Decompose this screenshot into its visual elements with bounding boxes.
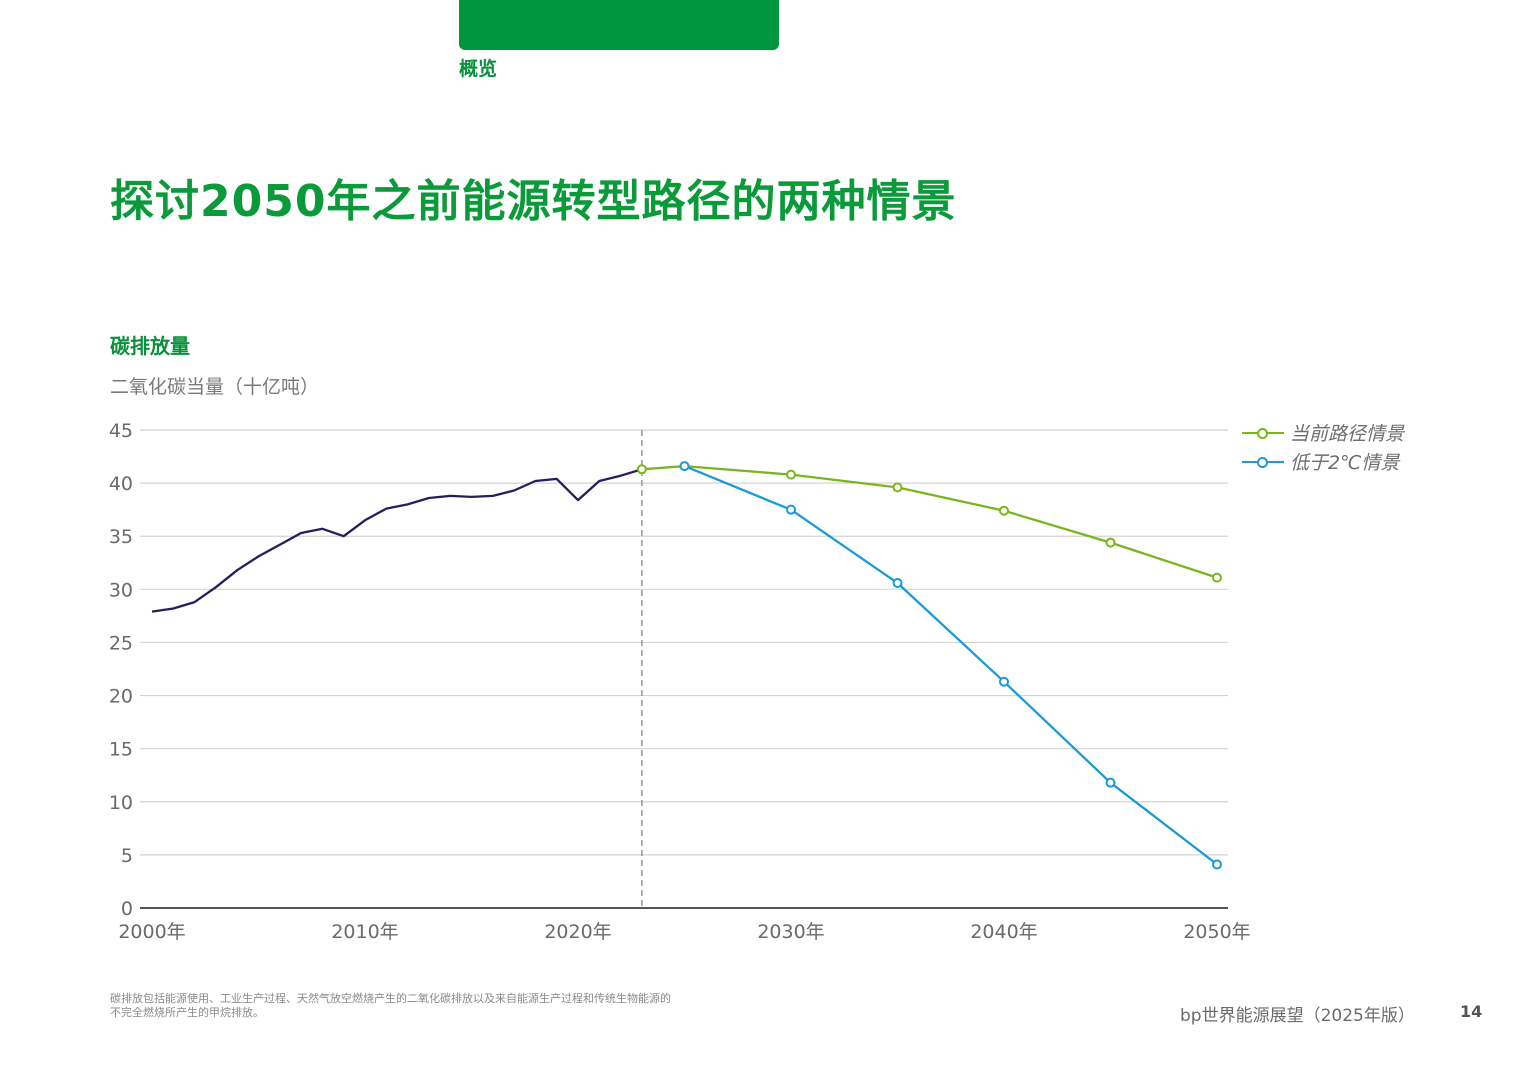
svg-text:40: 40 (109, 473, 133, 495)
legend-swatch-green (1242, 426, 1284, 440)
section-tab-bar (459, 0, 779, 50)
legend-item-below-2c: 低于2℃情景 (1242, 447, 1404, 476)
footnote-line-2: 不完全燃烧所产生的甲烷排放。 (110, 1006, 264, 1019)
y-axis-ticks: 0 5 10 15 20 25 30 35 40 45 (109, 420, 133, 920)
legend-label: 当前路径情景 (1290, 423, 1405, 445)
chart-gridlines (140, 429, 1228, 909)
svg-text:2000年: 2000年 (118, 921, 185, 943)
chart-legend: 当前路径情景 低于2℃情景 (1242, 418, 1404, 476)
chart-subtitle: 二氧化碳当量（十亿吨） (110, 376, 320, 398)
section-label: 概览 (459, 58, 498, 80)
svg-text:2040年: 2040年 (970, 921, 1037, 943)
svg-text:0: 0 (121, 898, 133, 920)
svg-text:15: 15 (109, 739, 133, 761)
svg-text:30: 30 (109, 579, 133, 601)
svg-text:2030年: 2030年 (757, 921, 824, 943)
svg-text:2020年: 2020年 (544, 921, 611, 943)
chart-title: 碳排放量 (110, 334, 190, 358)
svg-text:20: 20 (109, 686, 133, 708)
footnote-line-1: 碳排放包括能源使用、工业生产过程、天然气放空燃烧产生的二氧化碳排放以及来自能源生… (110, 992, 671, 1005)
page-title: 探讨2050年之前能源转型路径的两种情景 (110, 176, 957, 227)
legend-item-current-trajectory: 当前路径情景 (1242, 418, 1404, 447)
footnote: 碳排放包括能源使用、工业生产过程、天然气放空燃烧产生的二氧化碳排放以及来自能源生… (110, 992, 790, 1020)
chart-series (151, 461, 1222, 870)
svg-text:25: 25 (109, 632, 133, 654)
svg-text:10: 10 (109, 792, 133, 814)
page-number: 14 (1460, 1002, 1483, 1021)
svg-text:45: 45 (109, 420, 133, 442)
svg-text:2050年: 2050年 (1183, 921, 1250, 943)
svg-text:2010年: 2010年 (331, 921, 398, 943)
x-axis-ticks: 2000年 2010年 2020年 2030年 2040年 2050年 (118, 921, 1250, 943)
svg-text:5: 5 (121, 845, 133, 867)
publication-title: bp世界能源展望（2025年版） (1180, 1006, 1415, 1026)
legend-swatch-blue (1242, 455, 1284, 469)
legend-label: 低于2℃情景 (1290, 452, 1400, 474)
svg-text:35: 35 (109, 526, 133, 548)
